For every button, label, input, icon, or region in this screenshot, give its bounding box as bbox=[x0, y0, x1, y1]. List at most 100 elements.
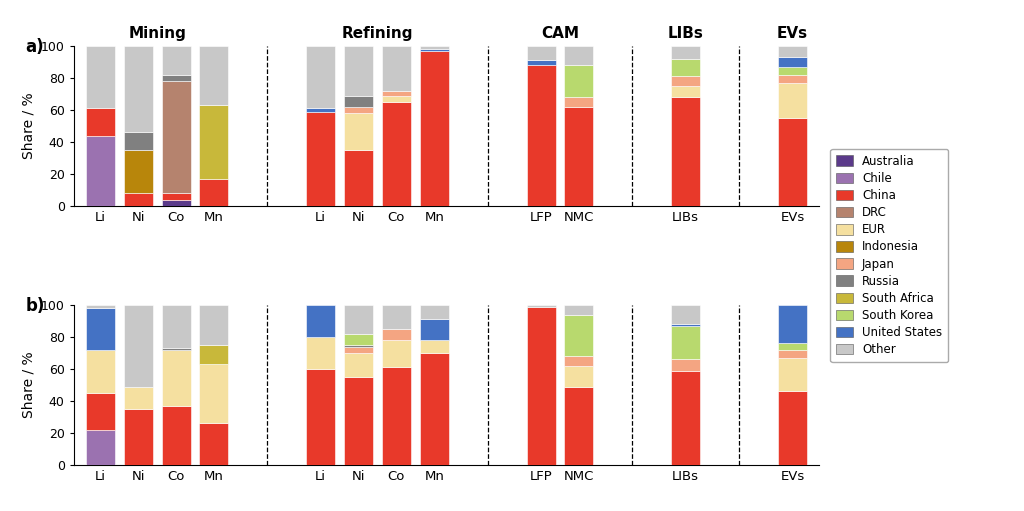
Bar bbox=[564, 97, 593, 107]
Bar bbox=[86, 46, 115, 108]
Bar bbox=[564, 315, 593, 356]
Bar bbox=[382, 96, 411, 102]
Bar bbox=[420, 46, 449, 49]
Bar bbox=[86, 350, 115, 393]
Bar bbox=[124, 46, 153, 132]
Bar bbox=[162, 199, 190, 206]
Bar bbox=[564, 107, 593, 206]
Bar bbox=[671, 59, 700, 76]
Y-axis label: Share / %: Share / % bbox=[22, 92, 35, 159]
Legend: Australia, Chile, China, DRC, EUR, Indonesia, Japan, Russia, South Africa, South: Australia, Chile, China, DRC, EUR, Indon… bbox=[830, 149, 948, 362]
Bar bbox=[162, 193, 190, 199]
Bar bbox=[778, 46, 807, 57]
Bar bbox=[526, 60, 555, 65]
Bar bbox=[382, 46, 411, 91]
Bar bbox=[778, 305, 807, 343]
Bar bbox=[86, 108, 115, 135]
Bar bbox=[778, 350, 807, 358]
Bar bbox=[86, 135, 115, 206]
Bar bbox=[162, 75, 190, 81]
Bar bbox=[382, 367, 411, 465]
Bar bbox=[344, 345, 373, 346]
Bar bbox=[344, 305, 373, 334]
Bar bbox=[344, 377, 373, 465]
Bar bbox=[671, 86, 700, 97]
Bar bbox=[671, 76, 700, 86]
Bar bbox=[526, 307, 555, 465]
Bar bbox=[420, 51, 449, 206]
Bar bbox=[526, 65, 555, 206]
Bar bbox=[200, 424, 228, 465]
Bar bbox=[200, 105, 228, 179]
Bar bbox=[778, 358, 807, 391]
Bar bbox=[306, 369, 335, 465]
Bar bbox=[200, 179, 228, 206]
Bar bbox=[200, 364, 228, 424]
Bar bbox=[306, 305, 335, 337]
Text: Mining: Mining bbox=[128, 26, 186, 41]
Bar bbox=[564, 387, 593, 465]
Text: CAM: CAM bbox=[541, 26, 579, 41]
Bar bbox=[671, 97, 700, 206]
Bar bbox=[778, 118, 807, 206]
Bar bbox=[671, 359, 700, 370]
Bar bbox=[162, 305, 190, 349]
Bar bbox=[200, 46, 228, 105]
Bar bbox=[344, 334, 373, 345]
Bar bbox=[564, 46, 593, 65]
Bar bbox=[526, 305, 555, 307]
Bar bbox=[671, 46, 700, 59]
Text: a): a) bbox=[26, 38, 44, 56]
Bar bbox=[420, 340, 449, 353]
Bar bbox=[306, 46, 335, 108]
Bar bbox=[382, 102, 411, 206]
Bar bbox=[200, 345, 228, 364]
Bar bbox=[420, 353, 449, 465]
Bar bbox=[86, 430, 115, 465]
Bar bbox=[526, 46, 555, 60]
Bar bbox=[382, 329, 411, 340]
Bar bbox=[124, 409, 153, 465]
Bar bbox=[420, 305, 449, 319]
Bar bbox=[564, 366, 593, 387]
Bar bbox=[344, 96, 373, 107]
Bar bbox=[671, 305, 700, 324]
Y-axis label: Share / %: Share / % bbox=[22, 352, 35, 419]
Bar bbox=[344, 150, 373, 206]
Bar bbox=[778, 75, 807, 83]
Bar bbox=[162, 350, 190, 406]
Text: Refining: Refining bbox=[342, 26, 414, 41]
Bar bbox=[344, 113, 373, 150]
Bar bbox=[778, 57, 807, 67]
Bar bbox=[162, 406, 190, 465]
Bar bbox=[382, 340, 411, 367]
Bar bbox=[564, 65, 593, 97]
Bar bbox=[778, 83, 807, 118]
Bar bbox=[778, 343, 807, 350]
Bar bbox=[124, 387, 153, 409]
Bar bbox=[162, 349, 190, 350]
Text: EVs: EVs bbox=[777, 26, 808, 41]
Bar bbox=[671, 370, 700, 465]
Bar bbox=[382, 305, 411, 329]
Bar bbox=[124, 305, 153, 387]
Bar bbox=[382, 91, 411, 96]
Bar bbox=[420, 49, 449, 51]
Bar bbox=[420, 319, 449, 340]
Bar bbox=[564, 356, 593, 366]
Bar bbox=[778, 391, 807, 465]
Bar bbox=[344, 46, 373, 96]
Text: LIBs: LIBs bbox=[668, 26, 703, 41]
Bar bbox=[124, 193, 153, 206]
Bar bbox=[86, 305, 115, 308]
Bar bbox=[344, 346, 373, 353]
Bar bbox=[671, 324, 700, 326]
Bar bbox=[162, 46, 190, 75]
Bar bbox=[306, 108, 335, 111]
Bar bbox=[778, 67, 807, 75]
Text: b): b) bbox=[26, 297, 45, 315]
Bar bbox=[344, 107, 373, 113]
Bar bbox=[124, 150, 153, 193]
Bar bbox=[86, 393, 115, 430]
Bar bbox=[344, 353, 373, 377]
